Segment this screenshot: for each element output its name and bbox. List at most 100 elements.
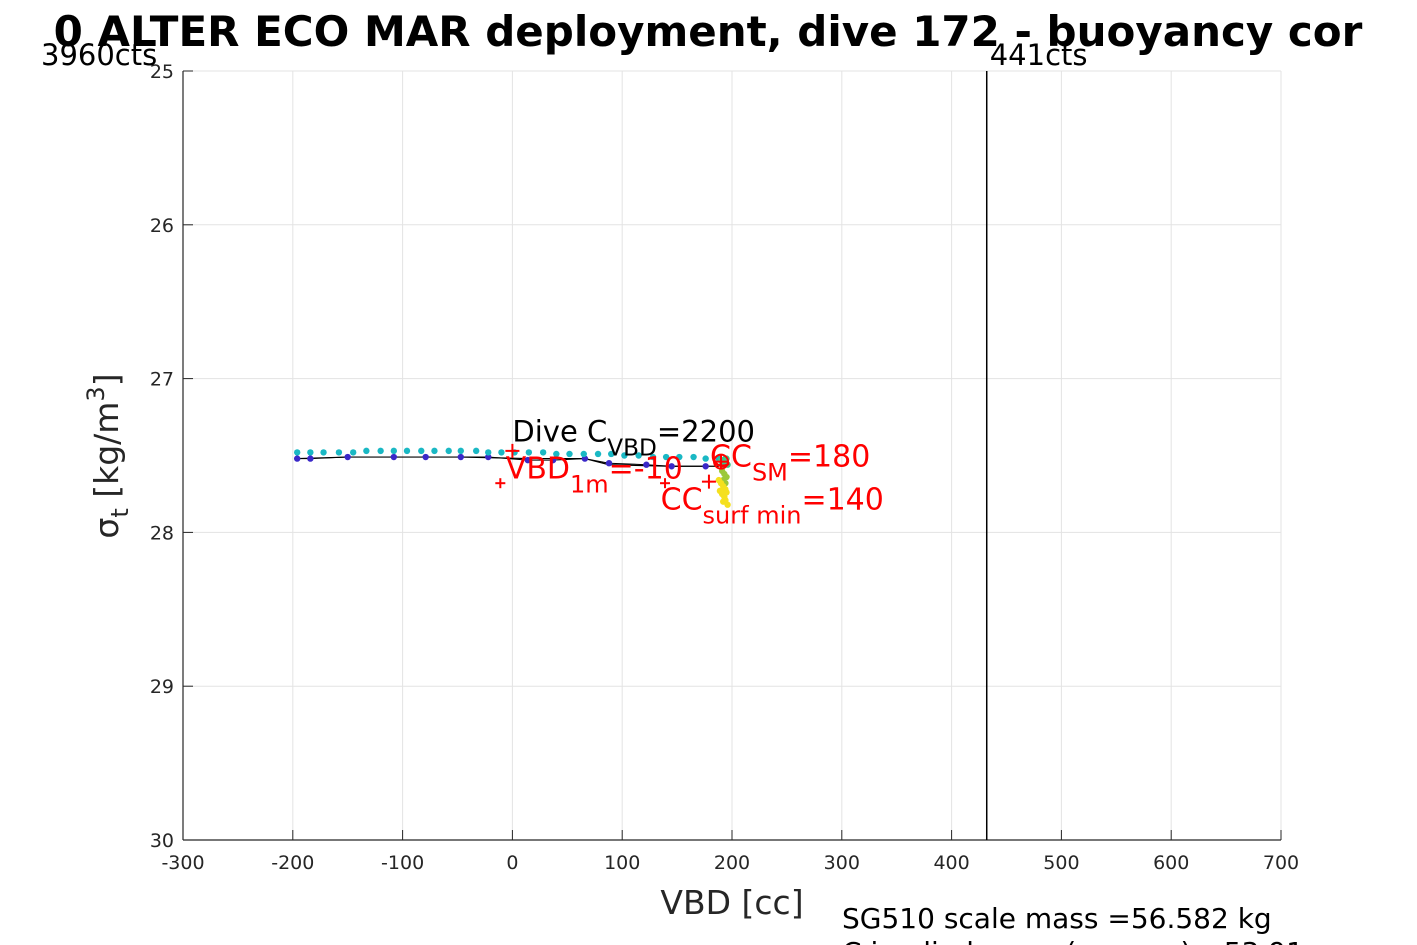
point-s4-7 [716, 487, 724, 495]
point-s1-18 [539, 449, 547, 456]
x-tick-label-2: -100 [381, 852, 424, 874]
point-s1-15 [498, 449, 505, 456]
annotation-cc_sm: CCSM=180 [710, 439, 870, 486]
point-s1-14 [485, 449, 492, 456]
y-axis-label-sup: 3 [82, 386, 110, 401]
annotation-vbd_1m-post: =-10 [609, 452, 683, 487]
y-tick-label-1: 26 [150, 215, 174, 237]
y-axis-label: σt [kg/m3] [82, 373, 134, 538]
x-tick-label-1: -200 [271, 852, 314, 874]
x-tick-label-8: 500 [1043, 852, 1079, 874]
footer-line-2: C implied mass (apogee) =53.91 [842, 936, 1304, 945]
annotation-vbd_1m-pre: VBD [506, 452, 570, 487]
annotation-dive_c-post: =2200 [657, 415, 755, 449]
point-s1-20 [566, 450, 573, 458]
annotation-cc_sm-pre: CC [710, 439, 752, 474]
x-tick-label-10: 700 [1263, 852, 1299, 874]
top-count-label-1: 441cts [990, 38, 1088, 72]
annotation-cc_sm-post: =180 [788, 439, 870, 474]
x-tick-labels: -300 -200 -100 0 100 200 300 400 500 600 700 [161, 852, 1299, 874]
y-axis-label-sub: t [106, 508, 134, 517]
point-s1-27 [662, 453, 670, 461]
x-tick-label-0: -300 [161, 852, 204, 874]
point-s0-5 [457, 453, 464, 461]
point-s1-30 [702, 455, 709, 462]
point-s1-28 [676, 453, 683, 461]
top-count-label-0: 3960cts [41, 38, 157, 72]
point-s0-1 [307, 455, 314, 462]
point-s1-5 [363, 447, 370, 455]
y-tick-labels: 25 26 27 28 29 30 [150, 61, 174, 852]
point-s1-9 [418, 447, 425, 455]
point-s1-12 [457, 447, 464, 455]
y-tick-label-3: 28 [150, 522, 174, 544]
point-s0-3 [390, 453, 398, 461]
footer-line-1: SG510 scale mass =56.582 kg [842, 902, 1272, 935]
point-s1-10 [431, 447, 438, 455]
annotation-vbd_1m-sub: 1m [570, 471, 609, 499]
point-s1-29 [690, 453, 697, 461]
point-s1-0 [293, 449, 301, 456]
y-tick-label-4: 29 [150, 676, 174, 698]
annotation-cc_sm-sub: SM [752, 458, 788, 486]
annotation-cc_surf-pre: CC [661, 482, 703, 517]
y-tick-label-5: 30 [150, 830, 174, 852]
point-s1-2 [320, 449, 327, 456]
point-s0-13 [702, 463, 709, 470]
chart-title: 0 ALTER ECO MAR deployment, dive 172 - b… [54, 7, 1363, 56]
point-s1-24 [621, 452, 628, 459]
cc-sm-circle [713, 453, 730, 470]
point-s1-3 [335, 449, 343, 456]
series-0-line [297, 456, 706, 467]
point-s1-17 [525, 449, 533, 456]
point-s0-8 [549, 456, 557, 464]
x-axis-label: VBD [cc] [660, 883, 803, 922]
point-s0-4 [422, 453, 429, 461]
annotation-dive_c: Dive CVBD=2200 [512, 415, 755, 462]
point-s1-21 [580, 450, 587, 458]
point-s1-11 [445, 447, 452, 455]
y-axis-label-close: ] [87, 373, 126, 386]
point-s0-11 [643, 461, 650, 468]
point-s1-25 [635, 452, 642, 459]
annotation-dive_c-sub: VBD [607, 435, 657, 462]
x-tick-label-5: 200 [714, 852, 750, 874]
axes [182, 70, 1282, 841]
point-s0-10 [605, 459, 613, 467]
point-s4-10 [724, 501, 731, 508]
point-s1-26 [649, 453, 657, 461]
y-tick-label-0: 25 [150, 61, 174, 83]
data-points [293, 447, 731, 508]
x-tick-label-6: 300 [824, 852, 860, 874]
y-axis-label-base: σ [87, 518, 126, 539]
point-s0-6 [485, 453, 492, 461]
point-s0-12 [668, 463, 675, 470]
point-s1-22 [594, 450, 602, 458]
x-tick-label-4: 100 [604, 852, 640, 874]
point-s0-0 [293, 455, 301, 462]
x-tick-label-3: 0 [506, 852, 518, 874]
annotation-vbd_1m: VBD1m=-10 [506, 452, 683, 499]
annotation-cc_surf-post: =140 [801, 482, 883, 517]
point-s1-4 [349, 449, 357, 456]
point-s1-8 [403, 447, 411, 455]
top-count-labels: 3960cts 441cts [41, 38, 1088, 72]
y-axis-label-unit: [kg/m [87, 402, 126, 509]
reference-markers [495, 443, 730, 489]
point-s0-7 [524, 456, 531, 464]
point-s1-6 [377, 447, 384, 455]
x-tick-label-7: 400 [933, 852, 969, 874]
point-s0-2 [344, 453, 351, 461]
point-s1-19 [553, 450, 560, 458]
annotation-cc_surf: CCsurf min=140 [661, 482, 884, 529]
x-tick-label-9: 600 [1153, 852, 1189, 874]
point-s1-13 [472, 447, 480, 455]
grid-lines [182, 70, 1282, 841]
point-s1-7 [390, 447, 398, 455]
y-tick-label-2: 27 [150, 369, 174, 391]
point-s1-1 [307, 449, 314, 456]
point-s1-23 [608, 450, 615, 458]
annotation-cc_surf-sub: surf min [703, 501, 802, 529]
